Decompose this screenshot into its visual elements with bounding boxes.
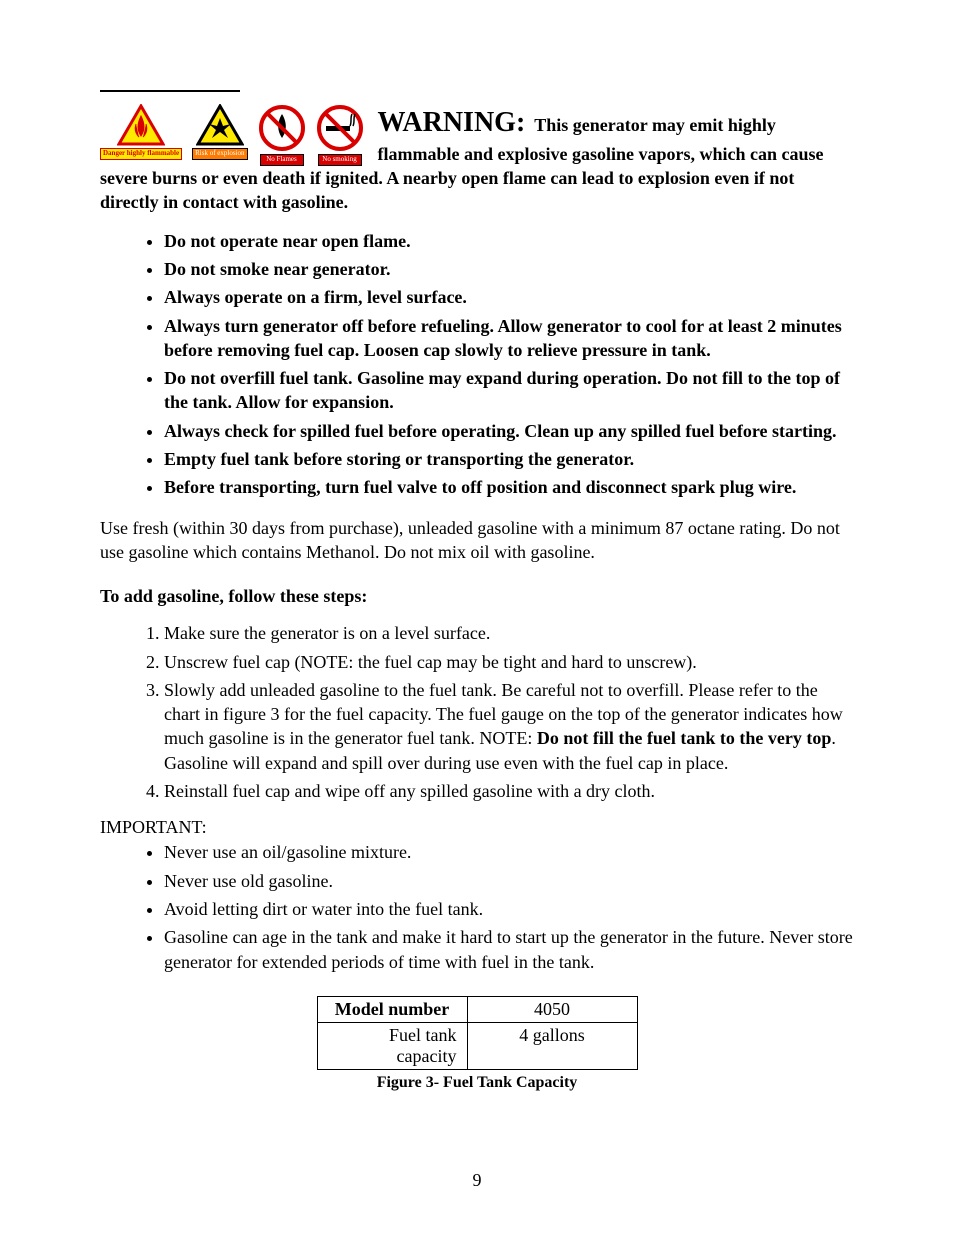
list-item: Always turn generator off before refueli… (164, 314, 854, 363)
list-item: Avoid letting dirt or water into the fue… (164, 897, 854, 921)
important-heading: IMPORTANT: (100, 817, 854, 838)
list-item: Never use an oil/gasoline mixture. (164, 840, 854, 864)
page: Danger highly flammable Risk of explosio… (0, 0, 954, 1235)
list-item: Do not smoke near generator. (164, 257, 854, 281)
explosion-label: Risk of explosion (192, 148, 247, 160)
noflames-block: No Flames (258, 104, 306, 166)
steps-list: Make sure the generator is on a level su… (100, 621, 854, 803)
important-list: Never use an oil/gasoline mixture. Never… (100, 840, 854, 973)
flammable-label: Danger highly flammable (100, 148, 182, 160)
flammable-block: Danger highly flammable (100, 104, 182, 166)
flammable-icon (117, 104, 165, 146)
section-rule (100, 90, 240, 92)
table-header-value: 4050 (467, 996, 637, 1022)
fuel-paragraph: Use fresh (within 30 days from purchase)… (100, 516, 854, 565)
list-item: Always check for spilled fuel before ope… (164, 419, 854, 443)
list-item: Always operate on a firm, level surface. (164, 285, 854, 309)
nosmoking-icon (316, 104, 364, 152)
list-item: Unscrew fuel cap (NOTE: the fuel cap may… (164, 650, 854, 674)
table-header-label: Model number (317, 996, 467, 1022)
list-item: Empty fuel tank before storing or transp… (164, 447, 854, 471)
list-item: Slowly add unleaded gasoline to the fuel… (164, 678, 854, 775)
table-caption: Figure 3- Fuel Tank Capacity (100, 1074, 854, 1092)
list-item: Make sure the generator is on a level su… (164, 621, 854, 645)
explosion-icon (196, 104, 244, 146)
nosmoking-label: No smoking (318, 154, 362, 166)
page-number: 9 (0, 1170, 954, 1191)
nosmoking-block: No smoking (316, 104, 364, 166)
list-item: Do not overfill fuel tank. Gasoline may … (164, 366, 854, 415)
precautions-list: Do not operate near open flame. Do not s… (100, 229, 854, 500)
list-item: Reinstall fuel cap and wipe off any spil… (164, 779, 854, 803)
list-item: Gasoline can age in the tank and make it… (164, 925, 854, 974)
step3-part-b: Do not fill the fuel tank to the very to… (537, 728, 831, 748)
table-row-value: 4 gallons (467, 1022, 637, 1069)
hazard-icon-row: Danger highly flammable Risk of explosio… (100, 104, 364, 166)
noflames-label: No Flames (260, 154, 304, 166)
table-row-label: Fuel tank capacity (317, 1022, 467, 1069)
list-item: Never use old gasoline. (164, 869, 854, 893)
noflames-icon (258, 104, 306, 152)
warning-title: WARNING: (378, 107, 526, 138)
explosion-block: Risk of explosion (192, 104, 247, 166)
list-item: Before transporting, turn fuel valve to … (164, 475, 854, 499)
fuel-capacity-table: Model number 4050 Fuel tank capacity 4 g… (317, 996, 638, 1070)
add-gasoline-heading: To add gasoline, follow these steps: (100, 586, 854, 607)
list-item: Do not operate near open flame. (164, 229, 854, 253)
